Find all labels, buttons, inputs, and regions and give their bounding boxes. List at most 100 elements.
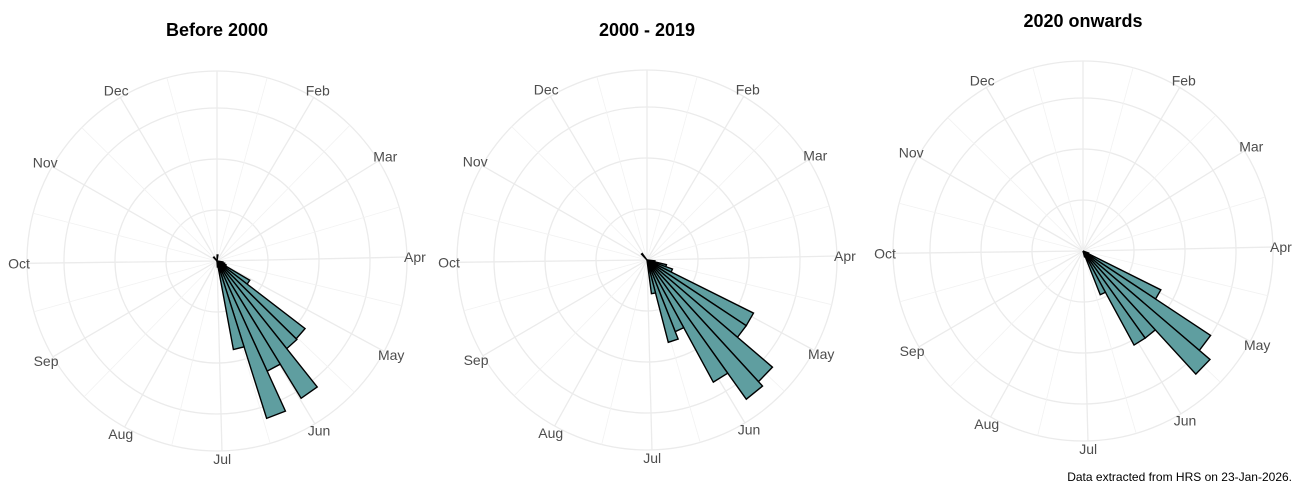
polar-chart: Feb Mar Apr May Jun Jul Aug Sep Oct Nov Dec [438,69,856,466]
month-label-may: May [808,346,834,362]
grid-spoke-minor [83,260,218,398]
chart-title: Before 2000 [165,20,269,40]
month-label-may: May [1244,337,1270,353]
grid-spoke-major [216,256,407,262]
month-label-dec: Dec [534,82,559,98]
month-label-sep: Sep [34,353,59,369]
histogram-bar [216,254,219,262]
grid-spoke-minor [1032,67,1084,252]
grid-spoke-minor [33,260,218,313]
month-label-apr: Apr [404,249,426,265]
grid-spoke-major [1082,87,1181,252]
grid-spoke-major [52,260,218,358]
month-label-apr: Apr [1270,239,1292,255]
grid-spoke-minor [949,250,1084,388]
grid-spoke-major [51,166,218,262]
month-label-oct: Oct [438,254,460,270]
grid-spoke-major [216,97,315,262]
month-label-feb: Feb [736,82,760,98]
grid-spoke-major [646,96,745,261]
grid-spoke-minor [216,77,268,262]
grid-spoke-major [1082,150,1245,252]
month-label-nov: Nov [33,155,58,171]
month-label-dec: Dec [970,73,995,89]
month-label-jul: Jul [1079,441,1097,457]
grid-spoke-major [893,250,1084,254]
grid-spoke-minor [1082,196,1266,252]
grid-spoke-minor [1082,250,1137,434]
grid-spoke-major [216,260,385,352]
grid-spoke-major [917,156,1084,252]
grid-spoke-minor [166,77,218,262]
grid-spoke-minor [216,206,400,262]
grid-spoke-minor [947,117,1084,252]
grid-spoke-major [216,260,223,451]
polar-chart: Feb Mar Apr May Jun Jul Aug Sep Oct Nov Dec [8,70,426,467]
histogram-bar [1082,250,1107,296]
grid-spoke-major [990,250,1084,418]
histogram-bar [216,260,245,351]
histogram-bar [640,252,648,261]
month-label-apr: Apr [834,248,856,264]
grid-spoke-minor [646,76,698,261]
grid-spoke-major [119,97,218,262]
grid-spoke-major [554,259,648,427]
grid-spoke-minor [81,127,218,262]
grid-spoke-major [1082,246,1273,252]
histogram-bar [216,260,219,268]
grid-spoke-major [918,250,1084,348]
grid-spoke-minor [1037,250,1084,436]
month-label-mar: Mar [1239,139,1263,155]
grid-spoke-minor [511,126,648,261]
grid-spoke-minor [1082,67,1134,252]
month-label-feb: Feb [1172,73,1196,89]
grid-spoke-minor [646,205,830,261]
histogram-bar [1082,250,1147,347]
month-label-oct: Oct [874,245,896,261]
grid-spoke-minor [899,250,1084,303]
histogram-bar [212,255,218,262]
histogram-bar [646,259,680,344]
grid-spoke-minor [32,212,218,262]
grid-spoke-minor [601,259,648,445]
grid-spoke-minor [1082,114,1217,252]
chart-panel-2000-2019: 2000 - 2019 Feb Mar Apr May Jun Jul Aug Sep Oct N… [438,20,856,466]
month-label-jun: Jun [738,422,761,438]
grid-spoke-major [457,259,648,263]
month-label-jul: Jul [213,451,231,467]
month-label-feb: Feb [306,83,330,99]
histogram-bar [1082,250,1087,258]
grid-spoke-major [482,259,648,357]
histogram-bar [646,259,657,295]
grid-spoke-minor [462,211,648,261]
grid-spoke-minor [171,260,218,446]
data-source-caption: Data extracted from HRS on 23-Jan-2026. [1067,470,1292,484]
grid-spoke-major [646,255,837,261]
month-label-sep: Sep [464,352,489,368]
month-label-aug: Aug [108,426,133,442]
grid-spoke-major [481,165,648,261]
month-label-jun: Jun [308,423,331,439]
month-label-nov: Nov [899,145,924,161]
month-label-jul: Jul [643,450,661,466]
month-label-dec: Dec [104,83,129,99]
grid-spoke-major [985,87,1084,252]
grid-spoke-minor [898,202,1084,252]
month-label-aug: Aug [974,416,999,432]
grid-spoke-minor [463,259,648,312]
grid-spoke-major [27,260,218,264]
grid-spoke-minor [646,123,781,261]
month-label-mar: Mar [803,148,827,164]
chart-title: 2020 onwards [1023,11,1143,31]
chart-panel-before-2000: Before 2000 Feb Mar Apr May Jun Jul Aug Sep Oct N… [0,0,430,500]
grid-spoke-major [1082,250,1089,441]
grid-spoke-major [646,159,809,261]
grid-spoke-minor [1082,250,1268,297]
grid-spoke-minor [216,260,402,307]
month-label-mar: Mar [373,149,397,165]
grid-spoke-major [124,260,218,428]
grid-spoke-minor [513,259,648,397]
grid-spoke-major [549,96,648,261]
